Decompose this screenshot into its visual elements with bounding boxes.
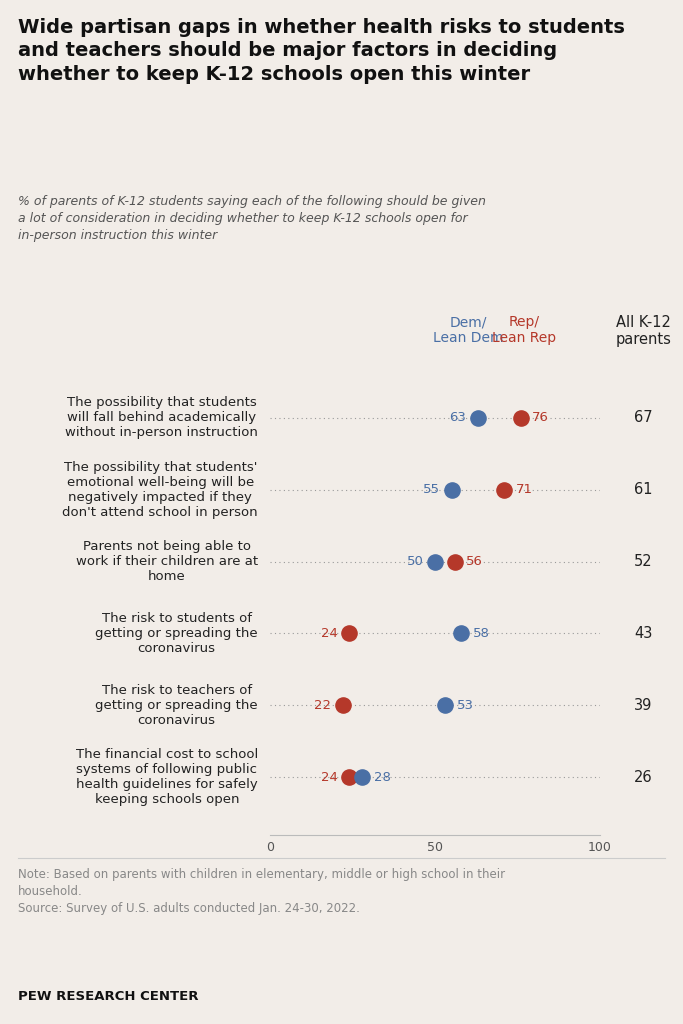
Text: The risk to students of
getting or spreading the
coronavirus: The risk to students of getting or sprea… <box>96 612 258 655</box>
Point <box>439 697 450 714</box>
Text: 52: 52 <box>635 554 653 569</box>
Point <box>430 553 441 569</box>
Text: 22: 22 <box>314 699 331 712</box>
Text: 26: 26 <box>635 770 653 785</box>
Point <box>337 697 348 714</box>
Point <box>449 553 460 569</box>
Text: 55: 55 <box>423 483 440 496</box>
Text: Dem/
Lean Dem: Dem/ Lean Dem <box>433 315 503 345</box>
Point <box>499 481 510 498</box>
Text: 43: 43 <box>635 626 653 641</box>
Point <box>344 769 354 785</box>
Text: The possibility that students
will fall behind academically
without in-person in: The possibility that students will fall … <box>65 396 258 439</box>
Text: PEW RESEARCH CENTER: PEW RESEARCH CENTER <box>18 990 199 1002</box>
Point <box>344 626 354 642</box>
Text: 63: 63 <box>449 411 466 424</box>
Text: 39: 39 <box>635 698 653 713</box>
Text: 71: 71 <box>516 483 533 496</box>
Text: 56: 56 <box>466 555 484 568</box>
Text: Wide partisan gaps in whether health risks to students
and teachers should be ma: Wide partisan gaps in whether health ris… <box>18 18 625 84</box>
Point <box>473 410 484 426</box>
Point <box>357 769 368 785</box>
Text: 53: 53 <box>456 699 473 712</box>
Point <box>516 410 527 426</box>
Text: 28: 28 <box>374 771 391 784</box>
Text: Rep/
Lean Rep: Rep/ Lean Rep <box>492 315 556 345</box>
Text: Note: Based on parents with children in elementary, middle or high school in the: Note: Based on parents with children in … <box>18 868 505 915</box>
Text: All K-12
parents: All K-12 parents <box>615 315 671 347</box>
Text: 67: 67 <box>635 410 653 425</box>
Point <box>456 626 467 642</box>
Text: Parents not being able to
work if their children are at
home: Parents not being able to work if their … <box>76 540 258 583</box>
Text: 24: 24 <box>321 627 337 640</box>
Text: The possibility that students'
emotional well-being will be
negatively impacted : The possibility that students' emotional… <box>62 461 258 518</box>
Text: 76: 76 <box>532 411 549 424</box>
Text: The risk to teachers of
getting or spreading the
coronavirus: The risk to teachers of getting or sprea… <box>96 684 258 727</box>
Text: 58: 58 <box>473 627 490 640</box>
Text: % of parents of K-12 students saying each of the following should be given
a lot: % of parents of K-12 students saying eac… <box>18 195 486 242</box>
Text: 50: 50 <box>406 555 423 568</box>
Text: The financial cost to school
systems of following public
health guidelines for s: The financial cost to school systems of … <box>76 749 258 807</box>
Text: 61: 61 <box>635 482 653 497</box>
Point <box>446 481 457 498</box>
Text: 24: 24 <box>321 771 337 784</box>
